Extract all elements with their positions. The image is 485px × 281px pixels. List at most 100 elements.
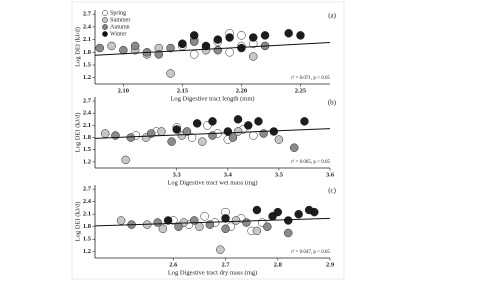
y-tick-label: 1.2 (83, 158, 91, 165)
figure-frame (71, 1, 345, 280)
point (192, 119, 202, 128)
legend-label: Summer (110, 17, 130, 23)
y-tick-label: 2.7 (83, 186, 92, 193)
point (100, 129, 110, 138)
x-tick-label: 2.6 (169, 261, 178, 268)
point (189, 31, 199, 40)
point (126, 133, 136, 142)
y-tick-label: 2.7 (83, 11, 92, 18)
point (216, 245, 225, 254)
legend-marker (102, 17, 108, 23)
point (95, 43, 104, 53)
point (213, 35, 223, 44)
point (166, 69, 175, 78)
point (208, 117, 217, 126)
point (259, 129, 268, 138)
trend-line (94, 217, 331, 227)
point (252, 226, 262, 236)
y-tick-label: 2.1 (83, 36, 91, 43)
point (283, 228, 293, 238)
point (189, 50, 199, 59)
point (130, 41, 140, 51)
x-tick-label: 3.4 (224, 171, 233, 178)
legend-label: Autumn (110, 24, 130, 30)
point (254, 117, 263, 126)
legend-marker (102, 31, 108, 37)
legend-label: Spring (110, 10, 126, 16)
point (237, 31, 246, 40)
point (252, 205, 262, 215)
annotation: r² = 0.047, p < 0.05 (291, 249, 330, 255)
point (178, 39, 187, 49)
point (200, 212, 209, 221)
point (263, 222, 272, 231)
y-tick-label: 2.7 (83, 98, 92, 105)
panel-label: (a) (328, 12, 336, 20)
y-axis-title: Log DEI (kJ/d) (74, 27, 81, 67)
point (248, 33, 258, 42)
point (157, 127, 166, 136)
annotation: r² = 0.065, p < 0.05 (291, 159, 330, 165)
point (213, 45, 223, 55)
point (300, 117, 309, 126)
y-tick-label: 2.4 (83, 110, 92, 117)
annotation: r² = 0.071, p < 0.05 (291, 75, 330, 81)
y-axis-title: Log DEI (kJ/d) (74, 113, 81, 153)
panel-label: (b) (328, 99, 337, 107)
point (121, 155, 130, 165)
point (237, 43, 246, 53)
point (158, 224, 168, 234)
point (208, 131, 217, 140)
point (242, 218, 251, 227)
point (233, 115, 243, 124)
point (248, 52, 258, 61)
trend-line (94, 42, 331, 56)
point (172, 125, 181, 134)
point (231, 216, 241, 225)
x-axis-title: Log Digestive tract length (mm) (170, 95, 254, 102)
panel-label: (c) (328, 187, 336, 195)
point (274, 135, 284, 144)
y-tick-label: 2.4 (83, 198, 92, 205)
point (111, 131, 120, 140)
point (187, 133, 197, 142)
x-tick-label: 3.5 (275, 171, 284, 178)
point (153, 218, 162, 227)
point (225, 33, 234, 42)
x-tick-label: 2.10 (118, 87, 129, 94)
point (249, 131, 258, 140)
point (201, 41, 211, 51)
y-tick-label: 1.8 (83, 223, 92, 230)
point (174, 222, 183, 231)
legend-marker (102, 10, 108, 16)
y-tick-label: 1.8 (83, 49, 92, 56)
point (166, 43, 175, 53)
point (107, 41, 116, 51)
trend-line (94, 128, 331, 139)
point (310, 207, 319, 217)
x-tick-label: 2.8 (274, 261, 283, 268)
point (225, 48, 234, 57)
y-tick-label: 2.1 (83, 122, 91, 129)
point (198, 137, 207, 146)
x-tick-label: 3.3 (173, 171, 182, 178)
x-tick-label: 3.6 (326, 171, 335, 178)
point (221, 214, 230, 223)
x-tick-label: 2.9 (326, 261, 335, 268)
y-axis-title: Log DEI (kJ/d) (74, 202, 81, 242)
point (163, 216, 173, 225)
x-tick-label: 2.7 (221, 261, 230, 268)
point (284, 29, 293, 38)
legend-label: Winter (110, 31, 126, 37)
point (273, 207, 283, 217)
point (228, 133, 238, 142)
point (116, 216, 126, 225)
point (167, 137, 176, 146)
y-tick-label: 1.5 (83, 61, 92, 68)
legend-marker (102, 24, 108, 30)
x-tick-label: 2.15 (177, 87, 189, 94)
y-tick-label: 1.5 (83, 146, 92, 153)
point (221, 224, 230, 234)
